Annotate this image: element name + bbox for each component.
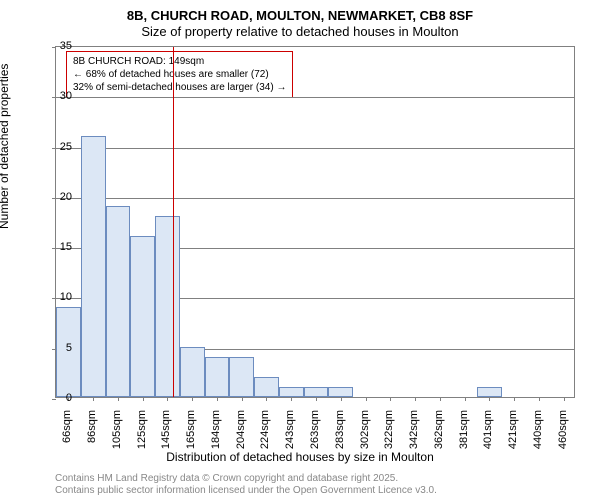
x-tick-label: 283sqm [334, 410, 346, 455]
x-tick-label: 243sqm [284, 410, 296, 455]
x-tick-label: 440sqm [532, 410, 544, 455]
license-line2: Contains public sector information licen… [55, 485, 437, 496]
annotation-box: 8B CHURCH ROAD: 149sqm ← 68% of detached… [66, 51, 293, 98]
x-tick [514, 397, 515, 401]
histogram-bar [304, 387, 329, 397]
histogram-bar [130, 236, 155, 397]
histogram-bar [205, 357, 230, 397]
y-tick-label: 0 [66, 392, 72, 404]
gridline [56, 198, 574, 199]
x-tick [266, 397, 267, 401]
x-tick [440, 397, 441, 401]
y-tick [52, 97, 56, 98]
x-tick-label: 362sqm [433, 410, 445, 455]
x-tick [242, 397, 243, 401]
y-tick-label: 15 [60, 241, 72, 253]
histogram-bar [81, 136, 106, 397]
y-tick-label: 20 [60, 191, 72, 203]
x-tick [390, 397, 391, 401]
x-tick-label: 401sqm [482, 410, 494, 455]
x-tick [118, 397, 119, 401]
y-tick [52, 298, 56, 299]
x-tick [539, 397, 540, 401]
plot-area: 8B CHURCH ROAD: 149sqm ← 68% of detached… [55, 46, 575, 398]
histogram-bar [279, 387, 304, 397]
histogram-bar [328, 387, 353, 397]
y-tick [52, 198, 56, 199]
y-tick [52, 47, 56, 48]
x-tick-label: 204sqm [235, 410, 247, 455]
x-tick-label: 381sqm [458, 410, 470, 455]
x-tick [143, 397, 144, 401]
y-tick-label: 5 [66, 342, 72, 354]
x-tick-label: 460sqm [557, 410, 569, 455]
x-tick-label: 145sqm [160, 410, 172, 455]
histogram-bar [254, 377, 279, 397]
x-tick [489, 397, 490, 401]
x-tick-label: 224sqm [259, 410, 271, 455]
x-tick [291, 397, 292, 401]
histogram-bar [477, 387, 502, 397]
marker-line [173, 47, 174, 397]
x-tick [93, 397, 94, 401]
x-tick-label: 342sqm [408, 410, 420, 455]
y-tick-label: 35 [60, 40, 72, 52]
gridline [56, 97, 574, 98]
x-tick [366, 397, 367, 401]
y-tick [52, 148, 56, 149]
x-tick [341, 397, 342, 401]
x-tick-label: 263sqm [309, 410, 321, 455]
y-axis-title: Number of detached properties [0, 64, 11, 229]
x-tick-label: 105sqm [111, 410, 123, 455]
histogram-bar [229, 357, 254, 397]
chart-title-sub: Size of property relative to detached ho… [0, 24, 600, 39]
annotation-line1: 8B CHURCH ROAD: 149sqm [73, 55, 286, 68]
x-tick [316, 397, 317, 401]
histogram-bar [180, 347, 205, 397]
x-tick-label: 66sqm [61, 410, 73, 455]
x-tick [465, 397, 466, 401]
x-tick-label: 184sqm [210, 410, 222, 455]
x-tick [217, 397, 218, 401]
y-tick [52, 248, 56, 249]
y-tick-label: 10 [60, 291, 72, 303]
y-tick-label: 25 [60, 141, 72, 153]
x-tick-label: 165sqm [185, 410, 197, 455]
x-tick-label: 322sqm [383, 410, 395, 455]
x-tick-label: 125sqm [136, 410, 148, 455]
histogram-bar [155, 216, 180, 397]
license-line1: Contains HM Land Registry data © Crown c… [55, 473, 398, 484]
x-tick [415, 397, 416, 401]
x-tick-label: 86sqm [86, 410, 98, 455]
y-tick-label: 30 [60, 90, 72, 102]
x-tick-label: 421sqm [507, 410, 519, 455]
annotation-line3: 32% of semi-detached houses are larger (… [73, 81, 286, 94]
histogram-bar [106, 206, 131, 397]
y-tick [52, 399, 56, 400]
annotation-line2: ← 68% of detached houses are smaller (72… [73, 68, 286, 81]
x-tick [564, 397, 565, 401]
x-tick [192, 397, 193, 401]
chart-title-main: 8B, CHURCH ROAD, MOULTON, NEWMARKET, CB8… [0, 8, 600, 23]
x-tick [167, 397, 168, 401]
chart-container: 8B, CHURCH ROAD, MOULTON, NEWMARKET, CB8… [0, 0, 600, 500]
gridline [56, 148, 574, 149]
x-tick-label: 302sqm [359, 410, 371, 455]
